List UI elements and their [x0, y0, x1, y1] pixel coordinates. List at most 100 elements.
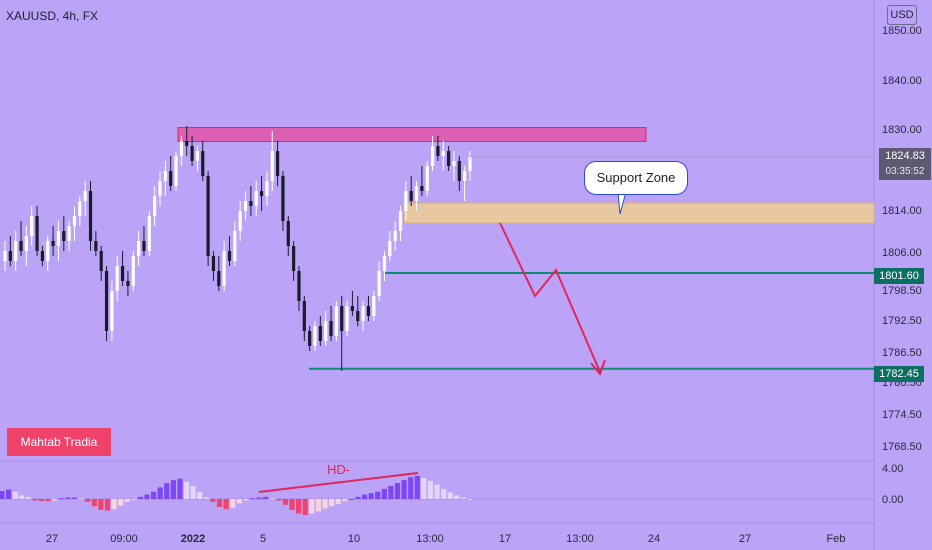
candle-body — [377, 271, 381, 296]
current-price-value: 1824.83 — [885, 150, 925, 162]
histogram-bar — [256, 497, 262, 499]
candle-body — [334, 306, 338, 336]
y-tick-label: 1806.00 — [882, 247, 922, 259]
histogram-bar — [183, 481, 190, 499]
histogram-bar — [263, 496, 269, 499]
x-tick-label: Feb — [826, 533, 846, 545]
histogram-bar — [45, 499, 51, 502]
histogram-bar — [388, 485, 394, 499]
candle-body — [393, 231, 397, 241]
histogram-bar — [302, 499, 308, 515]
forecast-path — [499, 222, 601, 373]
histogram-bar — [58, 498, 64, 500]
candle-body — [329, 321, 333, 336]
histogram-bar — [151, 491, 157, 499]
histogram-bar — [335, 499, 341, 505]
histogram-bar — [32, 499, 38, 501]
forecast-arrowhead — [590, 359, 606, 377]
candle-body — [372, 296, 376, 316]
brand-label: Mahtab Tradia — [7, 428, 111, 456]
histogram-bar — [85, 499, 91, 502]
candle-body — [414, 186, 419, 201]
histogram-bar — [137, 496, 144, 499]
candle-body — [110, 291, 114, 331]
histogram-bar — [210, 499, 216, 502]
y-tick-label: 1786.50 — [882, 347, 922, 359]
candle-body — [222, 251, 226, 286]
candle-body — [179, 141, 183, 156]
histogram-bar — [289, 499, 295, 510]
histogram-bar — [5, 489, 12, 499]
candle-body — [286, 221, 290, 246]
histogram-bar — [157, 487, 163, 499]
histogram-bar — [342, 499, 348, 502]
candle-body — [404, 191, 408, 211]
candle-body — [99, 251, 103, 271]
candle-body — [420, 186, 424, 191]
x-tick-label: 27 — [45, 533, 59, 545]
histogram-bar — [203, 497, 209, 499]
level-price-label[interactable]: 1782.45 — [874, 366, 924, 382]
histogram-bar — [0, 491, 5, 499]
candle-body — [30, 216, 34, 236]
histogram-bar — [243, 499, 249, 501]
y-tick-label: 1840.00 — [882, 75, 922, 87]
x-tick-label: 13:00 — [566, 533, 594, 545]
candle-body — [457, 161, 461, 181]
resistance-zone — [177, 127, 647, 142]
histogram-bar — [447, 492, 453, 499]
y-tick-label: 1798.50 — [882, 285, 922, 297]
candle-body — [265, 181, 269, 196]
x-tick-label: 09:00 — [110, 533, 138, 545]
histogram-bar — [381, 488, 387, 499]
support-zone-callout[interactable]: Support Zone — [584, 161, 688, 195]
histogram-bar — [394, 483, 401, 499]
indicator-tick-label: 4.00 — [882, 463, 904, 475]
candle-body — [292, 246, 296, 271]
histogram-bar — [65, 497, 71, 499]
histogram-bar — [361, 494, 368, 499]
candle-body — [318, 326, 322, 341]
candle-body — [308, 331, 312, 346]
candle-body — [3, 251, 7, 261]
histogram-bar — [454, 495, 460, 499]
current-price-label: 1824.83 03:35:52 — [879, 148, 931, 180]
histogram-bar — [322, 499, 328, 509]
x-tick-label: 27 — [738, 533, 752, 545]
candle-body — [104, 271, 109, 331]
candle-body — [35, 216, 39, 251]
histogram-bar — [414, 475, 420, 499]
candle-body — [126, 281, 130, 286]
histogram-bar — [355, 496, 361, 499]
candle-body — [366, 306, 371, 316]
candle-body — [356, 311, 360, 321]
candle-body — [340, 306, 344, 331]
y-tick-label: 1850.00 — [882, 25, 922, 37]
candle-body — [211, 256, 216, 271]
x-tick-label: 17 — [498, 533, 512, 545]
candle-body — [382, 256, 387, 271]
candle-body — [425, 166, 429, 191]
histogram-bar — [269, 498, 275, 500]
candle-body — [398, 211, 403, 231]
divergence-line — [258, 472, 419, 493]
candle-body — [275, 151, 280, 176]
level-price-label[interactable]: 1801.60 — [874, 268, 924, 284]
support-zone — [403, 202, 875, 224]
currency-button[interactable]: USD — [887, 5, 917, 25]
candle-body — [8, 251, 12, 261]
x-tick-label: 13:00 — [416, 533, 444, 545]
histogram-bar — [441, 488, 447, 499]
candle-body — [46, 241, 50, 261]
candle-body — [243, 201, 248, 211]
x-tick-label: 24 — [647, 533, 661, 545]
candle-body — [24, 236, 28, 251]
candle-body — [88, 191, 93, 241]
symbol-label[interactable]: XAUUSD, 4h, FX — [6, 9, 99, 23]
candle-body — [259, 191, 264, 196]
histogram-bar — [282, 499, 289, 505]
candle-body — [233, 231, 237, 261]
candle-body — [313, 326, 317, 346]
histogram-bar — [131, 499, 137, 500]
